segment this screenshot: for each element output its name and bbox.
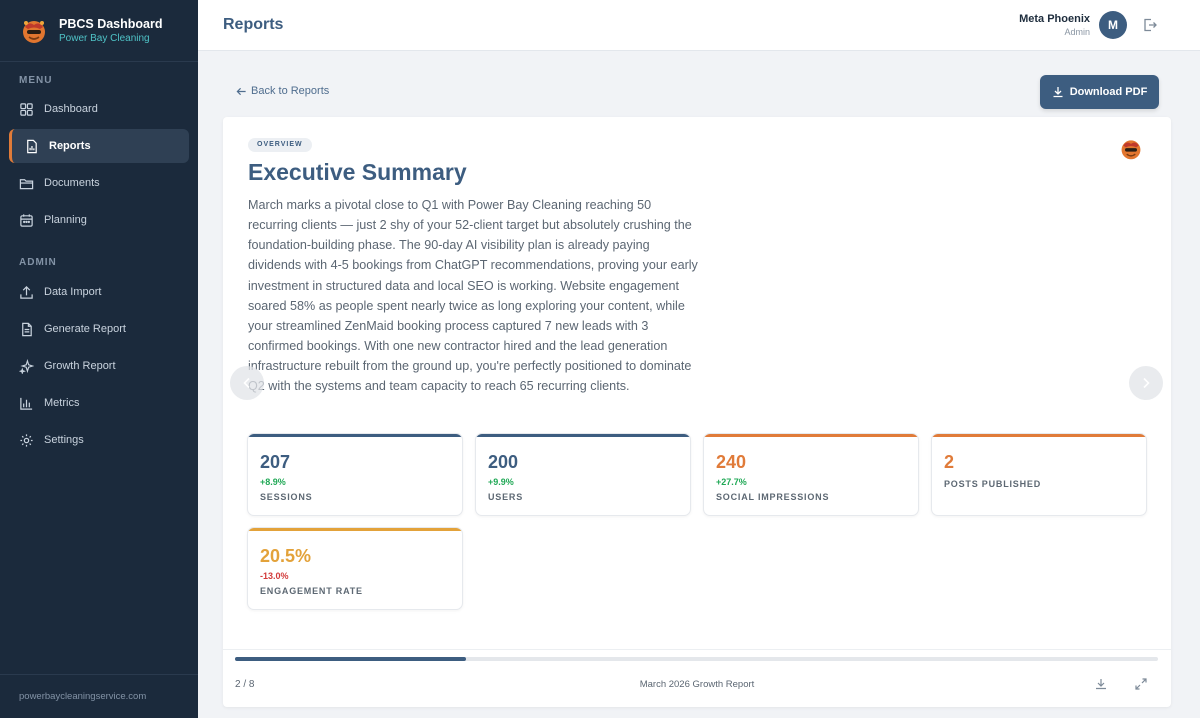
executive-summary-text: March marks a pivotal close to Q1 with P… <box>248 198 698 394</box>
sidebar-item-dashboard[interactable]: Dashboard <box>9 92 189 126</box>
sidebar-item-planning[interactable]: Planning <box>9 203 189 237</box>
sidebar-item-generate-report[interactable]: Generate Report <box>9 312 189 346</box>
metric-label: POSTS PUBLISHED <box>944 479 1042 489</box>
logout-icon[interactable] <box>1142 17 1158 33</box>
sidebar-item-label: Metrics <box>44 397 80 409</box>
dashboard-icon <box>20 102 33 116</box>
brand-title: PBCS Dashboard <box>59 16 163 31</box>
download-pdf-label: Download PDF <box>1069 86 1148 98</box>
metric-change: +27.7% <box>716 477 747 487</box>
user-role: Admin <box>1064 27 1090 37</box>
sidebar-item-settings[interactable]: Settings <box>9 423 189 457</box>
metric-label: SOCIAL IMPRESSIONS <box>716 492 830 502</box>
upload-icon <box>20 285 33 299</box>
back-to-reports-link[interactable]: Back to Reports <box>236 85 329 97</box>
metric-label: ENGAGEMENT RATE <box>260 586 363 596</box>
chevron-right-icon <box>1143 377 1150 389</box>
admin-nav: Data Import Generate Report Growth Repor… <box>0 275 198 460</box>
calendar-icon <box>20 213 33 227</box>
back-link-label: Back to Reports <box>251 85 330 97</box>
metric-label: SESSIONS <box>260 492 313 502</box>
main-nav: Dashboard Reports Documents Planning <box>0 92 198 240</box>
metric-change: -13.0% <box>260 571 289 581</box>
brand[interactable]: PBCS Dashboard Power Bay Cleaning <box>0 0 198 62</box>
section-badge: OVERVIEW <box>248 138 312 152</box>
fullscreen-icon[interactable] <box>1134 677 1148 691</box>
metric-value: 20.5% <box>260 546 312 566</box>
reports-icon <box>27 139 37 153</box>
slide-progress-bar <box>235 657 1158 661</box>
metric-value: 2 <box>944 452 955 472</box>
metric-card-posts-published: 2 POSTS PUBLISHED <box>931 433 1147 516</box>
phoenix-logo-icon <box>1121 140 1141 160</box>
metric-value: 240 <box>716 452 747 472</box>
page-title: Reports <box>223 16 284 33</box>
slide-footer: 2 / 8 March 2026 Growth Report <box>223 649 1171 707</box>
sidebar-item-label: Dashboard <box>44 103 98 115</box>
metric-change: +8.9% <box>260 477 286 487</box>
metric-value: 207 <box>260 452 291 472</box>
sidebar-item-label: Planning <box>44 214 87 226</box>
download-icon <box>1053 87 1063 98</box>
previous-slide-button[interactable] <box>230 366 264 400</box>
sidebar-item-reports[interactable]: Reports <box>9 129 189 163</box>
sidebar-item-label: Data Import <box>44 286 102 298</box>
user-info: Meta Phoenix Admin <box>970 12 1090 38</box>
download-pdf-button[interactable]: Download PDF <box>1040 75 1159 109</box>
report-name: March 2026 Growth Report <box>639 679 755 690</box>
sidebar-item-label: Settings <box>44 434 84 446</box>
folder-icon <box>19 178 34 189</box>
sidebar-item-data-import[interactable]: Data Import <box>9 275 189 309</box>
metric-card-users: 200 +9.9% USERS <box>475 433 691 516</box>
sidebar-item-label: Generate Report <box>44 323 126 335</box>
sidebar-item-growth-report[interactable]: Growth Report <box>9 349 189 383</box>
sidebar-item-label: Growth Report <box>44 360 116 372</box>
sidebar-item-metrics[interactable]: Metrics <box>9 386 189 420</box>
metric-value: 200 <box>488 452 519 472</box>
arrow-left-icon <box>236 87 246 95</box>
brand-subtitle: Power Bay Cleaning <box>59 32 150 44</box>
phoenix-logo-icon <box>23 20 45 43</box>
metric-label: USERS <box>488 492 524 502</box>
chevron-left-icon <box>243 377 250 389</box>
sidebar-item-label: Reports <box>49 140 91 152</box>
top-bar: Reports Meta Phoenix Admin M <box>198 0 1200 51</box>
next-slide-button[interactable] <box>1129 366 1163 400</box>
bar-chart-icon <box>20 397 33 410</box>
sparkle-icon <box>19 358 34 374</box>
page-indicator: 2 / 8 <box>235 679 255 690</box>
document-icon <box>22 322 32 336</box>
metric-change: +9.9% <box>488 477 514 487</box>
slide-progress-fill <box>235 657 466 661</box>
report-slide: OVERVIEW Executive Summary March marks a… <box>223 117 1171 707</box>
metric-card-sessions: 207 +8.9% SESSIONS <box>247 433 463 516</box>
menu-section-label: MENU <box>19 75 53 86</box>
download-icon[interactable] <box>1094 677 1108 691</box>
avatar[interactable]: M <box>1099 11 1127 39</box>
slide-title: Executive Summary <box>248 159 467 185</box>
sidebar-item-documents[interactable]: Documents <box>9 166 189 200</box>
metric-card-engagement-rate: 20.5% -13.0% ENGAGEMENT RATE <box>247 527 463 610</box>
site-url[interactable]: powerbaycleaningservice.com <box>0 674 198 718</box>
sidebar-item-label: Documents <box>44 177 100 189</box>
sidebar: PBCS Dashboard Power Bay Cleaning MENU D… <box>0 0 198 718</box>
admin-section-label: ADMIN <box>19 257 57 268</box>
user-name: Meta Phoenix <box>1019 13 1090 25</box>
gear-icon <box>20 433 33 447</box>
metric-card-social-impressions: 240 +27.7% SOCIAL IMPRESSIONS <box>703 433 919 516</box>
